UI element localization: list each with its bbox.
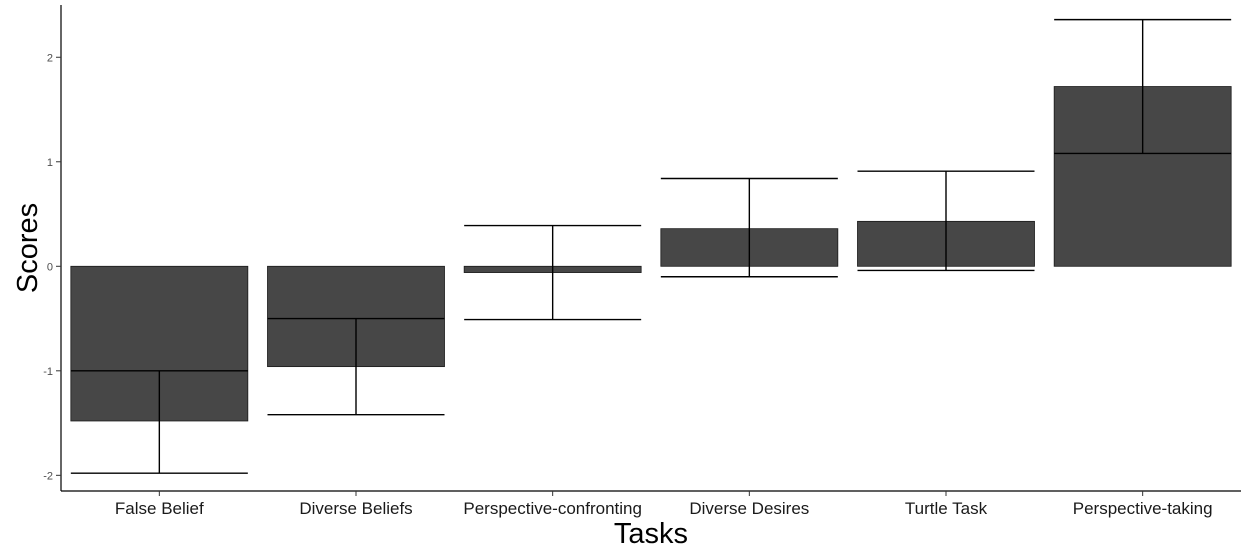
x-tick-label-2: Diverse Beliefs <box>299 499 412 518</box>
x-tick-label-1: False Belief <box>115 499 204 518</box>
y-tick-label-2: -1 <box>43 366 53 378</box>
y-tick-label-1: -2 <box>43 470 53 482</box>
axes-group <box>60 5 1241 492</box>
error-bars-group <box>70 18 1232 474</box>
x-tick-label-4: Diverse Desires <box>689 499 809 518</box>
x-tick-label-3: Perspective-confronting <box>463 499 642 518</box>
x-tick-label-5: Turtle Task <box>905 499 988 518</box>
y-tick-label-3: 0 <box>47 261 53 273</box>
y-axis-title: Scores <box>12 203 44 293</box>
x-tick-label-6: Perspective-taking <box>1073 499 1213 518</box>
y-tick-label-4: 1 <box>47 157 53 169</box>
x-ticks-group: False Belief Diverse Beliefs Perspective-c… <box>115 491 1213 518</box>
y-ticks-group: -2 -1 0 1 2 <box>43 52 61 482</box>
y-tick-label-5: 2 <box>47 52 53 64</box>
x-axis-title: Tasks <box>614 518 688 550</box>
